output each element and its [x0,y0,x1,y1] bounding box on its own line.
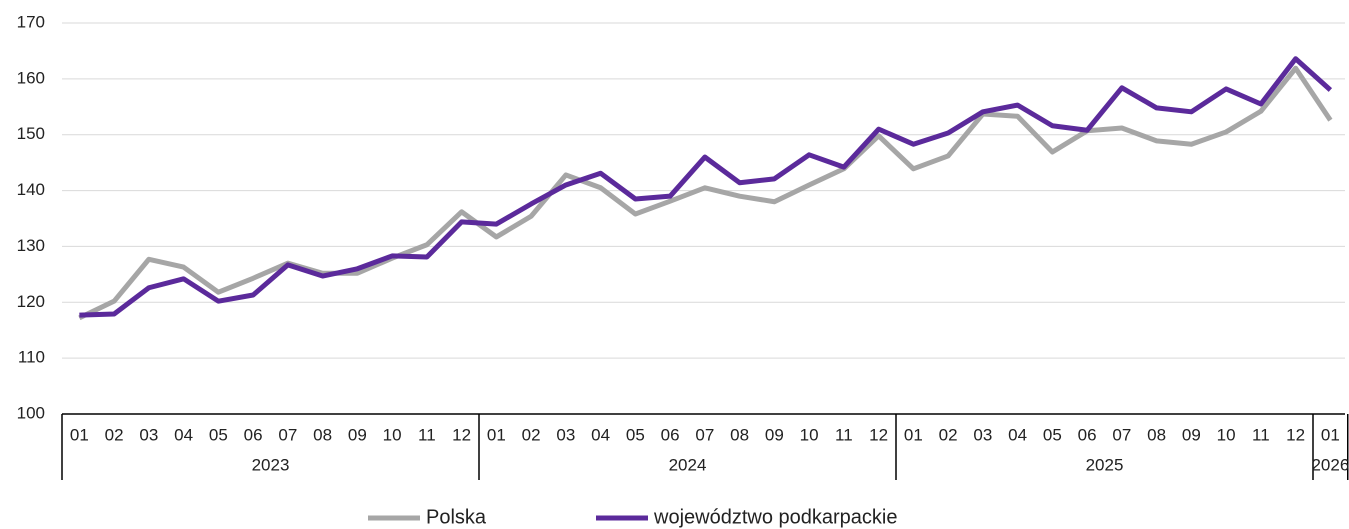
x-tick-label: 10 [1217,425,1236,444]
x-tick-label: 08 [730,425,749,444]
x-tick-label: 11 [1252,425,1270,444]
x-tick-label: 03 [973,425,992,444]
x-tick-label: 12 [1286,425,1305,444]
x-tick-label: 08 [1147,425,1166,444]
x-tick-label: 10 [800,425,819,444]
year-label: 2024 [669,455,707,474]
year-label: 2025 [1086,455,1124,474]
x-tick-label: 04 [591,425,610,444]
y-tick-label: 120 [17,292,45,311]
legend: Polska województwo podkarpackie [368,506,897,528]
y-tick-label: 150 [17,124,45,143]
x-tick-label: 07 [278,425,297,444]
x-tick-label: 04 [174,425,193,444]
x-tick-label: 01 [70,425,89,444]
x-tick-label: 06 [1078,425,1097,444]
x-tick-label: 01 [487,425,506,444]
y-tick-label: 170 [17,12,45,31]
x-tick-label: 04 [1008,425,1027,444]
x-tick-label: 03 [139,425,158,444]
legend-label: województwo podkarpackie [653,506,897,528]
x-tick-label: 07 [695,425,714,444]
year-label: 2023 [252,455,290,474]
x-tick-label: 07 [1112,425,1131,444]
y-tick-label: 110 [18,348,45,367]
x-tick-label: 01 [904,425,923,444]
x-tick-label: 12 [452,425,471,444]
x-tick-label: 02 [105,425,124,444]
series-line [79,56,1333,318]
x-tick-label: 09 [348,425,367,444]
x-tick-label: 11 [418,425,436,444]
x-tick-label: 06 [244,425,263,444]
x-tick-label: 09 [765,425,784,444]
x-tick-label: 02 [939,425,958,444]
x-tick-label: 03 [556,425,575,444]
x-tick-label: 01 [1321,425,1340,444]
year-label: 2026 [1311,455,1349,474]
x-tick-label: 08 [313,425,332,444]
x-tick-label: 02 [522,425,541,444]
x-tick-label: 11 [835,425,853,444]
y-tick-label: 100 [17,403,45,422]
y-tick-label: 160 [17,68,45,87]
x-tick-label: 05 [209,425,228,444]
x-tick-label: 10 [383,425,402,444]
y-tick-label: 140 [17,180,45,199]
x-tick-label: 05 [1043,425,1062,444]
legend-label: Polska [426,506,487,528]
x-tick-label: 06 [661,425,680,444]
x-tick-label: 05 [626,425,645,444]
x-tick-label: 12 [869,425,888,444]
x-tick-label: 09 [1182,425,1201,444]
y-tick-label: 130 [17,236,45,255]
